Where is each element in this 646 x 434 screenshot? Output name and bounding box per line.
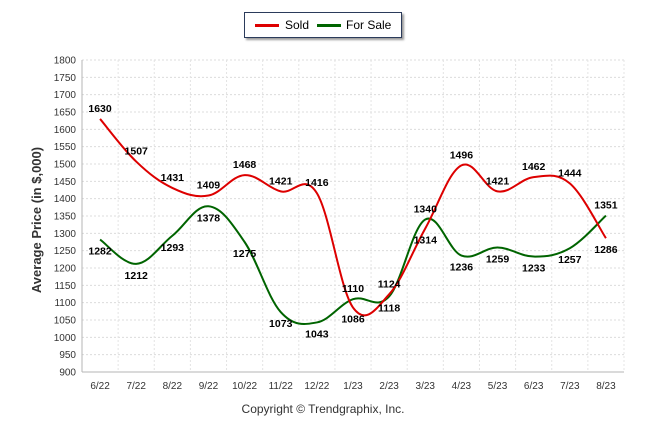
data-label: 1468 <box>233 159 257 171</box>
data-label: 1630 <box>88 103 112 115</box>
axes: 900 950 1000 1050 1100 1150 1200 1250 1300 1350 14… <box>54 56 624 392</box>
data-label: 1073 <box>269 318 293 330</box>
x-tick-label: 12/22 <box>304 381 329 392</box>
data-label: 1421 <box>269 175 293 187</box>
x-tick-label: 3/23 <box>416 381 436 392</box>
data-label: 1257 <box>558 254 582 266</box>
data-label: 1110 <box>342 283 364 295</box>
y-tick-label: 1600 <box>54 125 77 136</box>
y-tick-label: 1300 <box>54 229 77 240</box>
data-label: 1462 <box>522 161 546 173</box>
x-tick-label: 9/22 <box>199 381 219 392</box>
y-tick-label: 1250 <box>54 246 77 257</box>
data-label: 1236 <box>450 262 474 274</box>
y-tick-label: 1450 <box>54 177 77 188</box>
y-tick-label: 1700 <box>54 90 77 101</box>
legend-swatch-sold <box>255 24 279 27</box>
data-label: 1431 <box>161 172 185 184</box>
x-tick-label: 6/22 <box>90 381 110 392</box>
data-label: 1378 <box>197 212 221 224</box>
x-tick-label: 1/23 <box>343 381 363 392</box>
y-tick-label: 900 <box>59 368 76 379</box>
x-tick-label: 11/22 <box>269 381 294 392</box>
data-label: 1416 <box>305 177 329 189</box>
y-tick-label: 1000 <box>54 333 77 344</box>
data-label: 1340 <box>414 203 438 215</box>
legend-label-sold: Sold <box>285 18 310 32</box>
data-label: 1275 <box>233 248 257 260</box>
data-labels: 1630 1507 1431 1409 1468 1421 1416 1086 1124 1314… <box>88 103 617 340</box>
x-tick-label: 10/22 <box>232 381 257 392</box>
y-tick-label: 1650 <box>54 108 77 119</box>
data-label: 1314 <box>414 234 438 246</box>
data-label: 1118 <box>378 302 400 314</box>
series <box>99 118 607 325</box>
copyright-text: Copyright © Trendgraphix, Inc. <box>241 402 405 416</box>
legend: Sold For Sale <box>244 12 402 38</box>
x-tick-label: 8/23 <box>596 381 616 392</box>
y-tick-label: 1400 <box>54 194 77 205</box>
data-label: 1086 <box>341 314 365 326</box>
data-label: 1286 <box>594 244 618 256</box>
x-tick-label: 7/23 <box>560 381 580 392</box>
y-tick-label: 1800 <box>54 56 77 67</box>
x-tick-label: 6/23 <box>524 381 544 392</box>
series-line-sold <box>99 118 607 317</box>
data-label: 1409 <box>197 180 221 192</box>
y-tick-label: 1050 <box>54 316 77 327</box>
data-label: 1507 <box>125 146 149 158</box>
x-tick-label: 7/22 <box>126 381 146 392</box>
x-tick-label: 8/22 <box>163 381 183 392</box>
data-label: 1293 <box>161 242 185 254</box>
data-label: 1124 <box>378 278 401 290</box>
y-tick-label: 1100 <box>54 298 76 309</box>
y-tick-label: 1350 <box>54 212 77 223</box>
legend-swatch-for-sale <box>317 24 341 27</box>
data-label: 1351 <box>594 200 618 212</box>
y-tick-label: 1500 <box>54 160 77 171</box>
data-label: 1444 <box>558 167 582 179</box>
y-axis-label: Average Price (in $,000) <box>29 147 44 293</box>
data-label: 1282 <box>88 246 112 258</box>
y-tick-label: 1550 <box>54 142 77 153</box>
x-tick-label: 2/23 <box>379 381 399 392</box>
y-tick-label: 1750 <box>54 73 77 84</box>
data-label: 1043 <box>305 328 329 340</box>
x-tick-label: 4/23 <box>452 381 472 392</box>
data-label: 1259 <box>486 254 510 266</box>
legend-label-for-sale: For Sale <box>346 18 392 32</box>
data-label: 1212 <box>125 270 149 282</box>
y-tick-label: 950 <box>59 350 76 361</box>
y-tick-label: 1200 <box>54 264 77 275</box>
series-line-for-sale <box>99 205 607 325</box>
x-tick-label: 5/23 <box>488 381 508 392</box>
data-label: 1421 <box>486 175 510 187</box>
data-label: 1233 <box>522 263 546 275</box>
y-tick-label: 1150 <box>54 281 76 292</box>
data-label: 1496 <box>450 149 474 161</box>
